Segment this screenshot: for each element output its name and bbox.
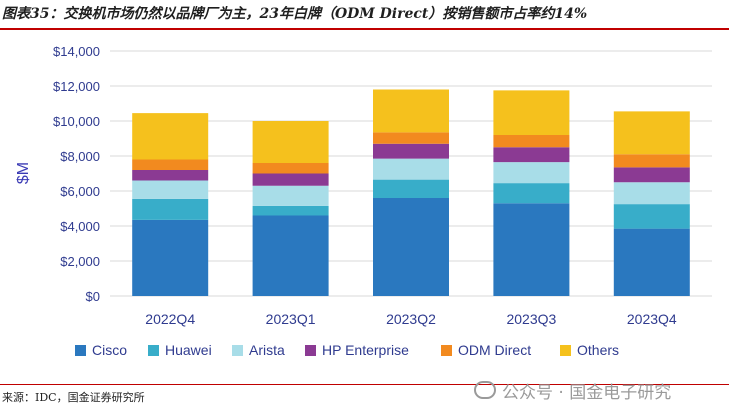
bar-segment-hp-enterprise [493,147,570,163]
watermark-text: 公众号 · 国金电子研究 [502,383,672,403]
legend-swatch [305,345,316,356]
bar-segment-arista [493,162,570,184]
legend-swatch [560,345,571,356]
y-tick-label: $0 [86,289,100,304]
bar-segment-arista [613,182,690,205]
bar-segment-huawei [373,179,449,198]
legend-label: Huawei [165,342,212,358]
legend-label: ODM Direct [458,342,531,358]
bars [132,89,690,296]
legend-swatch [232,345,243,356]
bar-segment-hp-enterprise [252,173,329,186]
legend-label: Arista [249,342,285,358]
y-tick-label: $6,000 [60,184,100,199]
title-rule [0,28,729,30]
bar-segment-cisco [613,228,690,296]
wechat-icon [474,381,496,399]
x-tick-label: 2022Q4 [145,311,195,327]
x-tick-label: 2023Q3 [506,311,556,327]
y-tick-label: $12,000 [53,79,100,94]
bar-segment-arista [373,158,449,180]
bar-segment-odm-direct [613,154,690,168]
y-axis-label: $M [15,162,32,184]
x-tick-label: 2023Q1 [266,311,316,327]
bar-segment-odm-direct [132,159,209,170]
bar-segment-cisco [252,215,329,296]
legend-swatch [441,345,452,356]
bar-segment-hp-enterprise [613,167,690,183]
stacked-bar-chart: $0 $2,000 $4,000 $6,000 $8,000 $10,000 $12,000… [15,44,712,358]
y-tick-label: $10,000 [53,114,100,129]
bar-segment-others [252,121,329,163]
legend-label: Others [577,342,619,358]
legend-label: Cisco [92,342,127,358]
bar-segment-huawei [613,204,690,229]
bar-segment-hp-enterprise [132,170,209,181]
bar-segment-odm-direct [493,135,570,148]
source-note: 来源：IDC，国金证券研究所 [2,391,145,404]
bar-segment-cisco [493,203,570,296]
y-tick-label: $2,000 [60,254,100,269]
x-axis-ticks: 2022Q4 2023Q1 2023Q2 2023Q3 2023Q4 [145,311,677,327]
bar-segment-huawei [252,205,329,216]
bar-segment-hp-enterprise [373,143,449,159]
bar-segment-huawei [493,183,570,204]
bar-segment-odm-direct [373,132,449,144]
y-tick-label: $14,000 [53,44,100,59]
y-axis-ticks: $0 $2,000 $4,000 $6,000 $8,000 $10,000 $12,000… [53,44,100,304]
legend-label: HP Enterprise [322,342,409,358]
footer-rule [0,384,729,385]
bar-segment-huawei [132,198,209,220]
bar-segment-others [132,113,209,160]
bar-segment-arista [132,180,209,199]
bar-segment-others [493,90,570,135]
legend-swatch [148,345,159,356]
y-tick-label: $4,000 [60,219,100,234]
bar-segment-cisco [132,219,209,296]
y-tick-label: $8,000 [60,149,100,164]
legend-swatch [75,345,86,356]
x-tick-label: 2023Q2 [386,311,436,327]
x-tick-label: 2023Q4 [627,311,677,327]
watermark: 公众号 · 国金电子研究 [474,378,671,403]
chart-title: 图表35：交换机市场仍然以品牌厂为主，23年白牌（ODM Direct）按销售额… [2,6,588,22]
legend: Cisco Huawei Arista HP Enterprise ODM Direct… [75,342,619,358]
bar-segment-others [613,111,690,155]
bar-segment-others [373,89,449,133]
bar-segment-cisco [373,198,449,296]
bar-segment-arista [252,185,329,206]
bar-segment-odm-direct [252,163,329,174]
